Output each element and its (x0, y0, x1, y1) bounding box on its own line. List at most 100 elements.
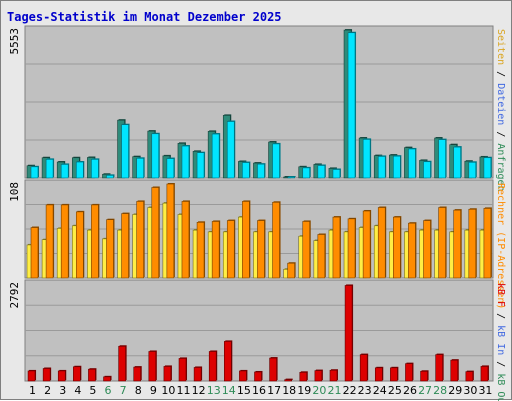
bar-requests-dateien-19 (302, 167, 311, 179)
panel-max-label: 5553 (8, 28, 21, 55)
x-tick-label: 4 (74, 384, 81, 397)
bar-ips-anfragen-rechner-7 (121, 213, 129, 279)
bar-requests-dateien-4 (75, 161, 84, 179)
bar-requests-dateien-29 (453, 146, 462, 179)
bar-kbytes-kb-f-29 (450, 359, 459, 382)
legend-entry: Anfragen (495, 143, 506, 191)
x-tick-label: 7 (120, 384, 127, 397)
x-tick-label: 3 (59, 384, 66, 397)
x-tick-label: 15 (237, 384, 251, 397)
bar-kbytes-kb-f-4 (73, 366, 81, 382)
side-legend-text: kB F / kB In / kB Out (495, 283, 506, 401)
bar-kbytes-kb-f-11 (178, 358, 187, 382)
bar-kbytes-kb-f-16 (254, 371, 262, 382)
legend-entry: Dateien (495, 83, 506, 125)
bar-ips-anfragen-rechner-19 (302, 221, 311, 279)
x-tick-label: 23 (358, 384, 372, 397)
bar-ips-anfragen-rechner-22 (347, 218, 356, 279)
bar-requests-dateien-13 (211, 133, 220, 179)
bar-ips-anfragen-rechner-28 (438, 207, 446, 279)
x-tick-label: 14 (222, 384, 236, 397)
panel-requests: 5553 (8, 25, 494, 179)
bar-ips-anfragen-rechner-24 (377, 207, 386, 279)
chart-title: Tages-Statistik im Monat Dezember 2025 (7, 10, 282, 24)
panel-max-label: 2792 (8, 282, 21, 309)
bar-ips-anfragen-rechner-23 (362, 210, 371, 279)
legend-entry: Seiten (495, 29, 506, 65)
bar-kbytes-kb-f-13 (208, 351, 217, 382)
bar-kbytes-kb-f-12 (193, 367, 202, 382)
x-tick-label: 18 (282, 384, 296, 397)
bar-requests-dateien-9 (151, 133, 160, 179)
bar-requests-dateien-2 (45, 159, 54, 179)
bar-requests-dateien-6 (106, 175, 114, 179)
bar-kbytes-kb-f-5 (88, 368, 96, 382)
bar-ips-anfragen-rechner-27 (423, 220, 431, 279)
bar-kbytes-kb-f-14 (224, 341, 232, 382)
bar-requests-dateien-11 (181, 145, 190, 179)
x-tick-label: 6 (105, 384, 112, 397)
panel-max-label: 108 (8, 182, 21, 202)
bar-requests-dateien-5 (91, 159, 99, 179)
x-tick-label: 25 (388, 384, 402, 397)
bar-kbytes-kb-f-6 (103, 376, 111, 382)
side-legend-text: Rechner (IP-Adressen) (495, 183, 506, 309)
side-legend-text: Seiten / Dateien / Anfragen (495, 29, 506, 192)
legend-entry: kB F (495, 283, 506, 307)
bar-kbytes-kb-f-27 (420, 370, 428, 382)
bar-kbytes-kb-f-22 (344, 285, 353, 382)
bar-ips-anfragen-rechner-26 (408, 222, 416, 279)
bar-kbytes-kb-f-28 (435, 354, 443, 382)
bar-ips-anfragen-rechner-16 (257, 220, 265, 279)
bar-ips-anfragen-rechner-31 (483, 208, 492, 279)
bar-ips-anfragen-rechner-8 (136, 201, 144, 279)
bar-ips-anfragen-rechner-21 (332, 216, 341, 279)
bar-ips-anfragen-rechner-5 (91, 204, 99, 279)
bar-kbytes-kb-f-25 (390, 367, 398, 382)
x-tick-label: 16 (252, 384, 266, 397)
bar-ips-anfragen-rechner-13 (211, 221, 220, 279)
x-tick-label: 10 (161, 384, 175, 397)
bar-requests-dateien-15 (242, 162, 250, 179)
bar-requests-dateien-23 (362, 139, 371, 179)
bar-requests-dateien-14 (226, 121, 235, 179)
bar-kbytes-kb-f-2 (42, 368, 51, 382)
x-tick-label: 21 (327, 384, 341, 397)
bar-requests-dateien-28 (438, 139, 446, 179)
bar-kbytes-kb-f-10 (163, 366, 172, 382)
bar-kbytes-kb-f-19 (299, 372, 308, 382)
bar-kbytes-kb-f-31 (480, 366, 489, 382)
x-tick-label: 31 (478, 384, 492, 397)
bar-shadow (284, 176, 292, 177)
bar-kbytes-kb-f-15 (239, 370, 247, 382)
x-tick-label: 29 (448, 384, 462, 397)
bar-ips-anfragen-rechner-6 (106, 219, 114, 279)
x-tick-label: 24 (373, 384, 387, 397)
x-tick-label: 8 (135, 384, 142, 397)
bar-kbytes-kb-f-18 (284, 379, 292, 382)
legend-entry: / (495, 355, 506, 373)
legend-entry: / (495, 125, 506, 143)
bar-ips-anfragen-rechner-11 (181, 201, 190, 279)
bar-ips-anfragen-rechner-10 (166, 183, 175, 279)
bar-kbytes-kb-f-9 (148, 351, 157, 382)
bar-ips-anfragen-rechner-29 (453, 209, 462, 279)
bar-requests-dateien-16 (257, 163, 265, 179)
x-tick-label: 1 (29, 384, 36, 397)
bar-kbytes-kb-f-7 (118, 345, 126, 382)
bar-ips-anfragen-rechner-30 (468, 208, 477, 279)
x-tick-label: 5 (89, 384, 96, 397)
bar-requests-dateien-18 (287, 176, 295, 179)
x-tick-label: 22 (343, 384, 357, 397)
x-tick-label: 11 (177, 384, 191, 397)
x-axis-labels: 1 2 3 4 5 6 7 8 9 10 11 12 13 14 15 16 17 18 19 20 21 22 23 24 2… (29, 384, 492, 397)
bar-ips-anfragen-rechner-2 (45, 204, 54, 279)
bar-ips-anfragen-rechner-15 (242, 201, 250, 279)
bar-requests-dateien-1 (30, 166, 39, 179)
bar-requests-dateien-21 (332, 169, 341, 179)
bar-kbytes-kb-f-24 (374, 367, 383, 382)
bar-kbytes-kb-f-26 (405, 363, 413, 382)
